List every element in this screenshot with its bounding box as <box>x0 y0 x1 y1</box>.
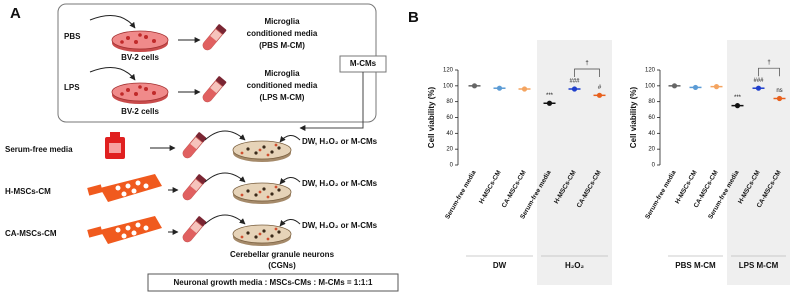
arrow <box>204 130 246 141</box>
y-tick-label: 120 <box>645 68 656 74</box>
arrow <box>279 135 301 143</box>
addition-label: DW, H₂O₂ or M-CMs <box>302 137 378 146</box>
y-tick-label: 60 <box>648 115 655 121</box>
microglia-box <box>57 3 377 123</box>
bv2-dish <box>111 82 169 105</box>
treatment-label: Serum-free media <box>5 145 73 154</box>
mcms-label: M-CMs <box>350 59 377 68</box>
x-tick-label: Serum-free media <box>444 169 478 220</box>
arrow <box>89 67 136 81</box>
data-point <box>571 86 578 92</box>
addition-label: DW, H₂O₂ or M-CMs <box>302 179 378 188</box>
y-tick-label: 0 <box>652 163 656 169</box>
data-point <box>521 86 528 92</box>
data-point <box>671 83 678 89</box>
y-tick-label: 120 <box>443 68 454 74</box>
treatment-label: H-MSCs-CM <box>5 187 51 196</box>
cgn-label: Cerebellar granule neurons <box>230 250 335 259</box>
x-tick-label: H-MSCs-CM <box>478 169 503 205</box>
group-label: DW <box>493 261 507 270</box>
data-point <box>596 92 603 98</box>
group-shading <box>537 40 612 285</box>
tube <box>180 215 208 245</box>
arrow <box>299 72 364 131</box>
y-tick-label: 40 <box>446 131 453 137</box>
data-point <box>546 100 553 106</box>
footer-label: Neuronal growth media : MSCs-CMs : M-CMs… <box>174 278 373 287</box>
group-label: LPS M-CM <box>739 261 779 270</box>
group-label: PBS M-CM <box>675 261 716 270</box>
panel-label: B <box>408 9 419 26</box>
bracket-label: † <box>767 60 770 66</box>
y-axis-label: Cell viability (%) <box>427 86 436 148</box>
bracket <box>574 68 600 77</box>
y-tick-label: 100 <box>443 83 454 89</box>
significance-label: ### <box>569 79 580 85</box>
data-point <box>471 83 478 89</box>
data-point <box>496 85 503 91</box>
y-tick-label: 0 <box>450 163 454 169</box>
y-tick-label: 20 <box>446 147 453 153</box>
media-label: conditioned media <box>247 81 318 90</box>
bv2-dish <box>111 30 169 53</box>
media-label: Microglia <box>264 17 300 26</box>
y-tick-label: 60 <box>446 115 453 121</box>
panel-label: A <box>10 5 21 22</box>
media-label: (LPS M-CM) <box>260 93 305 102</box>
data-point <box>713 84 720 90</box>
media-label: conditioned media <box>247 29 318 38</box>
cgn-dish <box>232 182 292 205</box>
tube <box>180 131 208 161</box>
group-shading <box>727 40 790 285</box>
cgn-dish <box>232 224 292 247</box>
data-point <box>734 103 741 109</box>
bracket-label: † <box>585 61 588 67</box>
y-tick-label: 100 <box>645 83 656 89</box>
bottle-icon <box>105 132 125 159</box>
cgn-label: (CGNs) <box>268 261 296 270</box>
significance-label: ### <box>753 78 764 84</box>
arrow <box>89 15 136 29</box>
significance-label: ns <box>776 88 782 94</box>
lps-label: LPS <box>64 83 80 92</box>
x-tick-label: CA-MSCs-CM <box>501 169 528 209</box>
arrow <box>204 214 246 225</box>
tube <box>200 75 228 105</box>
y-tick-label: 80 <box>648 99 655 105</box>
significance-label: # <box>598 85 602 91</box>
media-label: (PBS M-CM) <box>259 41 305 50</box>
significance-label: *** <box>734 95 742 101</box>
arrow <box>279 219 301 227</box>
data-point <box>776 95 783 102</box>
y-tick-label: 40 <box>648 131 655 137</box>
group-label: H₂O₂ <box>565 261 585 270</box>
cell-label: BV-2 cells <box>121 53 159 62</box>
tube <box>200 23 228 53</box>
arrow <box>279 177 301 185</box>
data-point <box>755 85 762 91</box>
cell-label: BV-2 cells <box>121 107 159 116</box>
bracket <box>758 67 780 77</box>
panel-b: B DW H₂O₂ 0 20 40 60 80 100 120 Cell viability (%… <box>408 9 790 285</box>
flask-icon <box>87 216 162 244</box>
tube <box>180 173 208 203</box>
significance-label: *** <box>546 93 554 99</box>
arrow <box>204 172 246 183</box>
pbs-label: PBS <box>64 32 81 41</box>
cgn-dish <box>232 140 292 163</box>
footer-box <box>147 273 399 292</box>
treatment-label: CA-MSCs-CM <box>5 229 57 238</box>
y-axis-label: Cell viability (%) <box>629 86 638 148</box>
data-point <box>692 84 699 91</box>
y-tick-label: 80 <box>446 99 453 105</box>
y-tick-label: 20 <box>648 147 655 153</box>
addition-label: DW, H₂O₂ or M-CMs <box>302 221 378 230</box>
flask-icon <box>87 174 162 202</box>
media-label: Microglia <box>264 69 300 78</box>
panel-a: A PBS BV-2 cells Microglia conditioned m… <box>5 3 399 292</box>
x-tick-label: Serum-free media <box>644 169 678 220</box>
